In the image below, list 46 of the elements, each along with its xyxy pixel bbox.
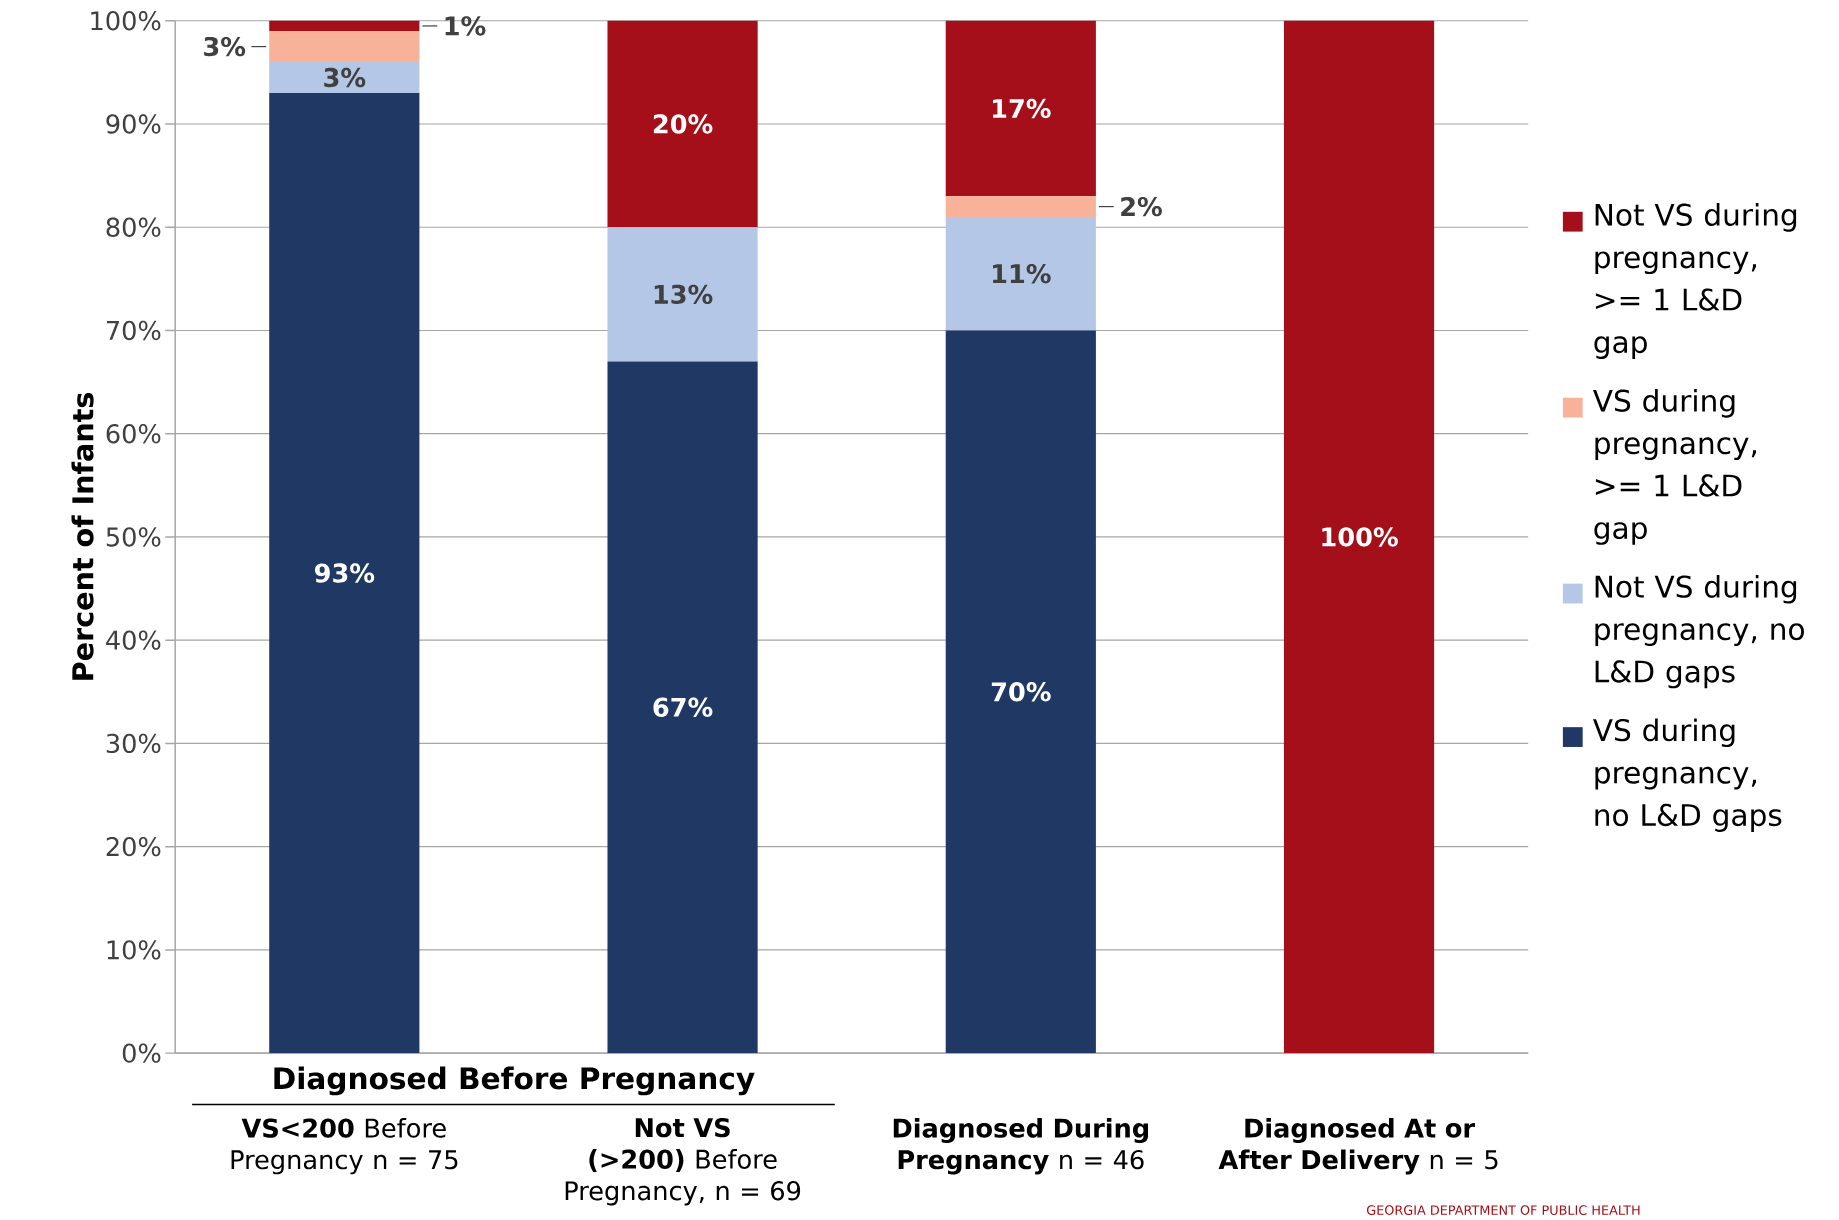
data-label: 20% [653, 114, 713, 134]
data-label: 100% [1322, 527, 1398, 547]
y-tick-label: 10% [107, 939, 161, 960]
legend-label: Not VS during pregnancy, no L&D gaps [1595, 574, 1804, 689]
bar [945, 216, 1096, 331]
bar [269, 20, 420, 31]
data-label: 13% [654, 284, 713, 304]
data-label: 93% [314, 563, 375, 583]
y-tick-label: 50% [106, 527, 161, 547]
y-tick-label: 100% [91, 10, 161, 31]
legend-label: VS during pregnancy, >= 1 L&D gap [1593, 388, 1756, 545]
bar [945, 196, 1096, 217]
data-label: 67% [653, 697, 713, 717]
data-label: 70% [991, 681, 1051, 702]
bar [1283, 20, 1435, 1053]
bar [607, 361, 758, 1053]
y-tick-label: 20% [106, 836, 161, 857]
legend-label: Not VS during pregnancy, >= 1 L&D gap [1594, 202, 1797, 359]
bar [607, 20, 758, 228]
y-tick-label: 60% [106, 423, 161, 444]
data-label: 3% [204, 36, 246, 57]
y-tick-label: 80% [106, 217, 161, 237]
data-label: 1% [445, 16, 486, 36]
x-tick-label: VS<200 Before Pregnancy n = 75 [231, 1117, 458, 1175]
x-tick-label: Diagnosed During Pregnancy n = 46 [893, 1117, 1149, 1175]
y-tick-label: 90% [106, 114, 161, 134]
text: GEORGIA DEPARTMENT OF PUBLIC HEALTH [1366, 1205, 1640, 1215]
y-tick-label: 70% [106, 320, 161, 340]
bar [945, 20, 1096, 197]
data-label: 11% [993, 263, 1051, 284]
bar [269, 92, 420, 1053]
data-label: 17% [993, 98, 1051, 119]
x-tick-label: Diagnosed At or After Delivery n = 5 [1218, 1117, 1498, 1175]
bar [269, 61, 420, 93]
x-tick-label: Not VS (>200) Before Pregnancy, n = 69 [565, 1117, 801, 1206]
data-label: 2% [1121, 196, 1162, 217]
data-label: 3% [324, 67, 366, 88]
bar [945, 330, 1096, 1053]
y-axis-title: Percent of Infants [71, 392, 94, 680]
bar [607, 227, 758, 362]
y-tick-label: 40% [106, 630, 161, 650]
text: Diagnosed Before Pregnancy [274, 1066, 755, 1096]
y-tick-label: 0% [122, 1043, 161, 1063]
y-tick-label: 30% [106, 733, 161, 753]
legend-label: VS during pregnancy, no L&D gaps [1593, 718, 1782, 832]
bar [269, 30, 420, 62]
